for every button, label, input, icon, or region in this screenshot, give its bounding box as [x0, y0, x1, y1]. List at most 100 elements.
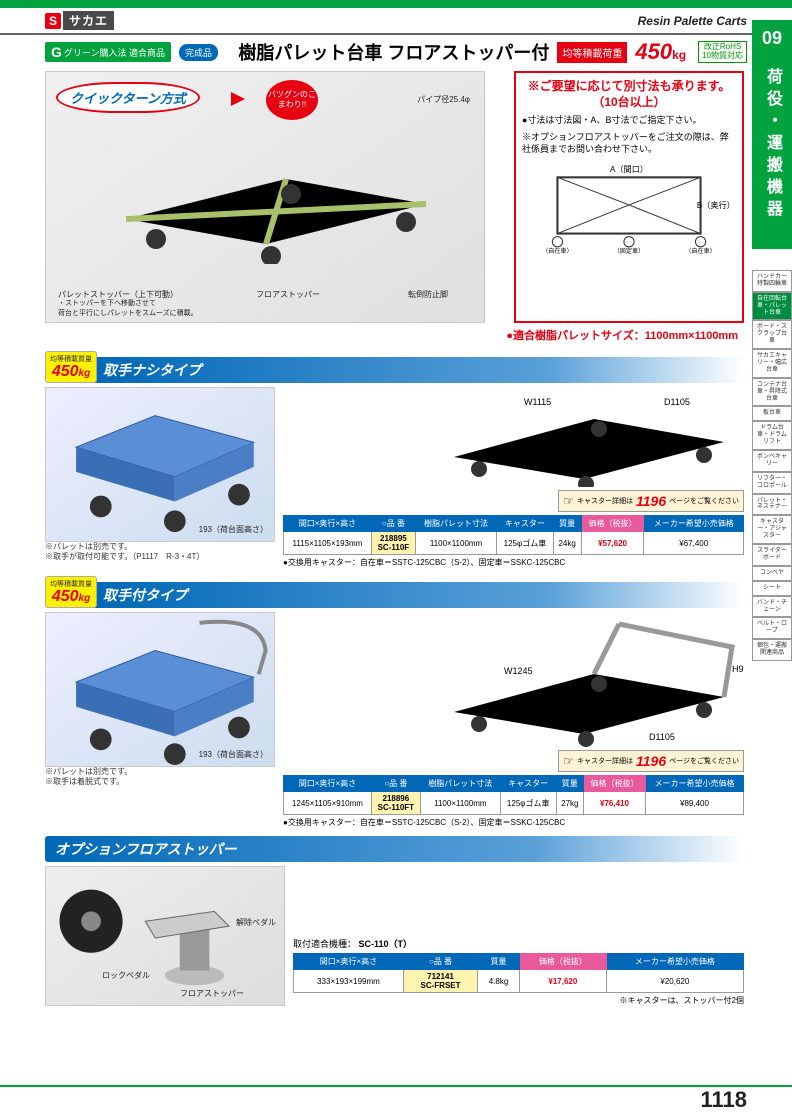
caster-ref-tag-2: ☞ キャスター詳細は 1196 ページをご覧ください: [283, 750, 744, 772]
tho-msrp: メーカー希望小売価格: [606, 954, 743, 970]
section2-header: 均等積載質量 450kg 取手付タイプ: [45, 576, 744, 608]
load-pill-unit: kg: [79, 368, 91, 379]
dimension-diagram: A（間口） B（奥行） （自在車） （固定車） （自在車）: [522, 162, 736, 254]
s2-right: W1245 D1105 H910 ☞ キャスター詳細は 1196 ページをご覧く…: [283, 612, 744, 828]
s2-note2: ※取手は着脱式です。: [45, 777, 275, 787]
page-number: 1118: [700, 1087, 747, 1113]
td2-price: ¥76,410: [584, 792, 646, 815]
th-pallet: 樹脂パレット寸法: [415, 516, 496, 532]
brand-logo: S サカエ: [45, 11, 114, 30]
product-title: 樹脂パレット台車 フロアストッパー付: [238, 39, 549, 65]
option-model-label: 取付適合機種：: [293, 939, 356, 949]
section2-row: 193（荷台面高さ） ※パレットは別売です。 ※取手は着脱式です。 W1245 …: [45, 612, 744, 828]
notice-body1: ●寸法は寸法図・A、B寸法でご指定下さい。: [522, 114, 736, 127]
feature-bubble: バツグンのこまわり!!: [266, 80, 318, 120]
load-pill-val: 450: [52, 363, 79, 380]
caster-ref-page-2: 1196: [636, 753, 666, 769]
s2-frame-illustration: W1245 D1105 H910: [434, 612, 744, 747]
td-mass: 24kg: [553, 532, 581, 555]
svg-text:W1245: W1245: [504, 666, 533, 676]
label-stopper: フロアストッパー: [180, 988, 244, 999]
title-row: G グリーン購入法 適合商品 完成品 樹脂パレット台車 フロアストッパー付 均等…: [0, 35, 792, 67]
lp2-unit: kg: [79, 593, 91, 604]
section1-row: 193（荷台面高さ） ※パレットは別売です。 ※取手が取付可能です。（P1117…: [45, 387, 744, 568]
section1-title: 取手ナシタイプ: [93, 357, 744, 383]
annot-pipe: パイプ径25.4φ: [417, 94, 470, 105]
svg-text:W1115: W1115: [524, 397, 551, 407]
section2-title: 取手付タイプ: [93, 582, 744, 608]
svg-text:（自在車）: （自在車）: [542, 247, 573, 254]
arrow-icon: [231, 92, 245, 106]
load-pill-label: 均等積載質量: [50, 356, 92, 363]
badge-g-icon: G: [51, 44, 62, 60]
svg-text:H910: H910: [732, 664, 744, 674]
load-value-wrap: 450kg: [635, 39, 686, 65]
s1-right: W1115 D1105 ☞ キャスター詳細は 1196 ページをご覧ください 間…: [283, 387, 744, 568]
th2-code: ○品 番: [371, 776, 420, 792]
th-mass: 質量: [553, 516, 581, 532]
th-price: 価格（税抜）: [581, 516, 644, 532]
td2-msrp: ¥89,400: [645, 792, 743, 815]
s1-caster-note: ●交換用キャスター：自在車＝SSTC-125CBC（S-2）、固定車＝SSKC-…: [283, 557, 744, 568]
td2-pallet: 1100×1100mm: [420, 792, 500, 815]
option-spec-table: 間口×奥行×高さ ○品 番 質量 価格（税抜） メーカー希望小売価格 333×1…: [293, 953, 744, 993]
header: S サカエ Resin Palette Carts: [0, 8, 792, 35]
notice-body2: ※オプションフロアストッパーをご注文の際は、弊社係員までお問い合わせ下さい。: [522, 131, 736, 156]
svg-text:（固定車）: （固定車）: [614, 247, 645, 254]
option-row: 解除ペダル ロックペダル フロアストッパー 取付適合機種： SC-110（T） …: [45, 866, 744, 1006]
spec-notice-box: ※ご要望に応じて別寸法も承ります。（10台以上） ●寸法は寸法図・A、B寸法でご…: [514, 71, 744, 323]
option-model-value: SC-110（T）: [359, 939, 413, 949]
s1-frame-illustration: W1115 D1105: [434, 387, 744, 487]
td2-code: 218896SC-110FT: [371, 792, 420, 815]
td-price: ¥57,620: [581, 532, 644, 555]
th-msrp: メーカー希望小売価格: [644, 516, 744, 532]
lp2-val: 450: [52, 588, 79, 605]
tdo-msrp: ¥20,620: [606, 970, 743, 993]
hero-product-image: クイックターン方式 バツグンのこまわり!! パイプ径25.4φ パレットストッパ…: [45, 71, 485, 323]
tho-code: ○品 番: [403, 954, 477, 970]
caster-ref-label-2: キャスター詳細は: [577, 756, 633, 766]
tho-mass: 質量: [478, 954, 520, 970]
caster-ref-sub: ページをご覧ください: [669, 496, 739, 506]
hero-image-area: クイックターン方式 バツグンのこまわり!! パイプ径25.4φ パレットストッパ…: [45, 71, 508, 323]
s1-note2: ※取手が取付可能です。（P1117 R-3・4T）: [45, 552, 275, 562]
pointing-hand-icon-2: ☞: [563, 754, 574, 768]
th-size: 間口×奥行×高さ: [284, 516, 372, 532]
load-pill: 均等積載質量 450kg: [45, 351, 97, 383]
load-label: 均等積載荷重: [557, 42, 627, 63]
th2-mass: 質量: [556, 776, 583, 792]
s2-caster-note: ●交換用キャスター：自在車＝SSTC-125CBC（S-2）、固定車＝SSKC-…: [283, 817, 744, 828]
rohs-badge: 改正RoHS 10物質対応: [698, 41, 747, 63]
th2-size: 間口×奥行×高さ: [284, 776, 372, 792]
svg-text:D1105: D1105: [649, 732, 675, 742]
svg-text:D1105: D1105: [664, 397, 690, 407]
notice-title: ※ご要望に応じて別寸法も承ります。（10台以上）: [522, 79, 736, 110]
option-image: 解除ペダル ロックペダル フロアストッパー: [45, 866, 285, 1006]
td-size: 1115×1105×193mm: [284, 532, 372, 555]
category-label-en: Resin Palette Carts: [638, 14, 747, 28]
td-code: 218895SC-110F: [371, 532, 415, 555]
platform-height-label: 193（荷台面高さ）: [199, 524, 268, 535]
svg-text:B（奥行）: B（奥行）: [697, 200, 735, 210]
annot-floor-stopper: フロアストッパー: [256, 289, 320, 300]
svg-text:（自在車）: （自在車）: [685, 247, 716, 254]
tdo-size: 333×193×199mm: [294, 970, 404, 993]
complete-badge: 完成品: [179, 44, 218, 61]
caster-ref-label: キャスター詳細は: [577, 496, 633, 506]
logo-s-icon: S: [45, 13, 61, 29]
th-code: ○品 番: [371, 516, 415, 532]
label-lock: ロックペダル: [102, 970, 150, 981]
hero-block: クイックターン方式 バツグンのこまわり!! パイプ径25.4φ パレットストッパ…: [45, 71, 744, 323]
annot-anti-tip: 転倒防止脚: [408, 289, 448, 300]
top-accent-bar: [0, 0, 792, 8]
th2-pallet: 樹脂パレット寸法: [420, 776, 500, 792]
th2-caster: キャスター: [500, 776, 556, 792]
cart-illustration: [96, 134, 456, 264]
th2-price: 価格（税抜）: [584, 776, 646, 792]
th2-msrp: メーカー希望小売価格: [645, 776, 743, 792]
caster-ref-sub-2: ページをご覧ください: [669, 756, 739, 766]
section-number: 09: [756, 28, 788, 49]
s1-product-image: 193（荷台面高さ）: [45, 387, 275, 542]
s2-spec-table: 間口×奥行×高さ ○品 番 樹脂パレット寸法 キャスター 質量 価格（税抜） メ…: [283, 775, 744, 815]
caster-ref-tag: ☞ キャスター詳細は 1196 ページをご覧ください: [283, 490, 744, 512]
